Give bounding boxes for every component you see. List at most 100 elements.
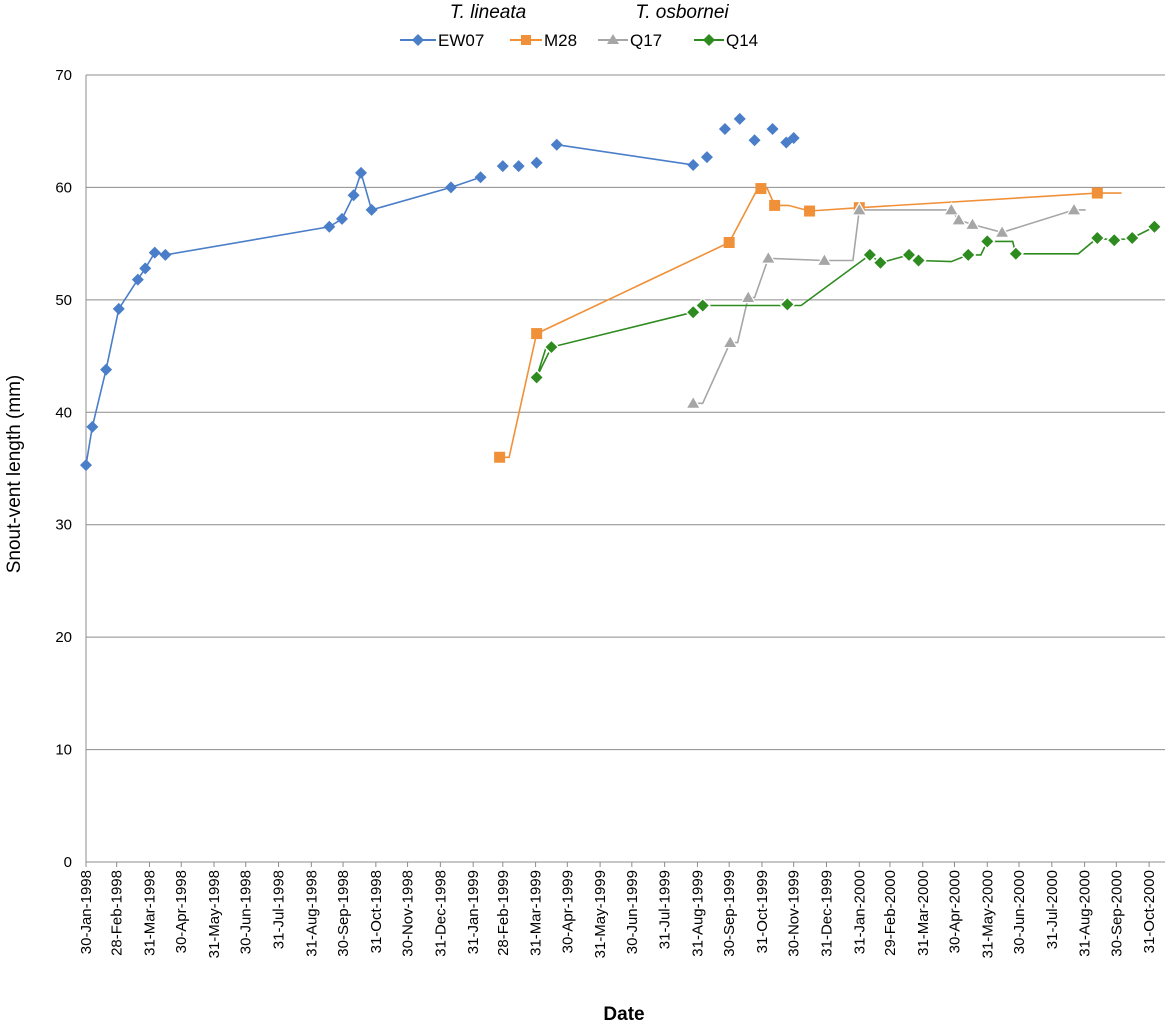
m28-data-point — [769, 199, 781, 211]
q17-data-point — [760, 250, 777, 264]
q14-data-point — [872, 254, 889, 271]
y-tick-label: 20 — [55, 629, 72, 646]
m28-data-point — [531, 328, 543, 340]
x-tick-label: 31-Oct-2000 — [1141, 870, 1158, 953]
legend-group-title: T. lineata — [450, 2, 526, 23]
y-tick-label: 0 — [64, 854, 72, 871]
x-tick-label: 31-Aug-1999 — [689, 870, 706, 957]
legend-group-title: T. osbornei — [635, 2, 729, 23]
y-tick-label: 60 — [55, 179, 72, 196]
m28-data-point — [723, 237, 735, 249]
ew07-data-point — [512, 160, 525, 173]
y-tick-label: 40 — [55, 404, 72, 421]
ew07-data-point — [323, 220, 336, 233]
x-tick-label: 31-Mar-1998 — [141, 870, 158, 956]
grid — [86, 74, 1165, 751]
legend: T. lineata T. osbornei EW07 M28 Q17 Q14 — [400, 2, 758, 50]
ew07-data-point — [355, 166, 368, 179]
q14-data-point — [910, 252, 927, 269]
ew07-data-point — [112, 302, 125, 315]
ew07-data-point — [748, 134, 761, 147]
q14-data-point — [1146, 218, 1163, 235]
x-tick-label: 30-Jun-2000 — [1011, 870, 1028, 954]
m28-data-point — [755, 183, 767, 195]
x-tick-label: 31-Jul-1998 — [271, 870, 288, 949]
q14-data-point — [1124, 229, 1141, 247]
ew07-data-point — [718, 122, 731, 135]
q14-data-point — [861, 246, 878, 263]
ew07-series-line — [556, 143, 694, 166]
x-tick-label: 31-May-1998 — [206, 870, 223, 958]
ew07-data-point — [687, 158, 700, 171]
y-tick-label: 30 — [55, 517, 72, 534]
x-tick-label: 29-Feb-2000 — [882, 870, 899, 956]
ew07-data-point — [444, 181, 457, 194]
plot-area — [80, 112, 1163, 472]
ew07-data-point — [131, 273, 144, 286]
x-tick-label: 30-Jan-1998 — [78, 870, 95, 954]
y-tick-label: 50 — [55, 292, 72, 309]
q14-data-point — [1089, 229, 1106, 247]
x-tick-label: 31-Mar-2000 — [915, 870, 932, 956]
ew07-data-point — [365, 203, 378, 216]
legend-marker — [607, 34, 619, 44]
ew07-data-point — [550, 138, 563, 151]
legend-marker — [521, 35, 531, 45]
y-tick-label: 10 — [55, 742, 72, 759]
q14-data-point — [543, 339, 560, 356]
ew07-data-point — [86, 420, 99, 433]
axes: 0 10 20 30 40 50 60 70 30-Jan-1998 28-Feb-1998 31-… — [55, 67, 1165, 958]
x-tick-label: 31-Dec-1999 — [818, 870, 835, 957]
ew07-data-point — [148, 246, 161, 259]
y-tick-label: 70 — [55, 67, 72, 84]
ew07-data-point — [335, 212, 348, 225]
ew07-data-point — [700, 151, 713, 164]
x-tick-label: 30-Jun-1998 — [238, 870, 255, 954]
q17-data-point — [943, 201, 960, 216]
m28-data-point — [804, 205, 816, 217]
x-tick-label: 30-Sep-2000 — [1108, 870, 1125, 957]
legend-marker — [703, 34, 715, 46]
q14-series-line — [535, 226, 1155, 378]
legend-label: Q17 — [630, 31, 662, 50]
ew07-data-point — [787, 131, 800, 144]
x-tick-label: 30-Sep-1999 — [721, 870, 738, 957]
q14-data-point — [685, 304, 702, 321]
ew07-data-point — [496, 160, 509, 173]
q14-data-point — [694, 297, 711, 314]
x-tick-label: 31-Jan-1999 — [465, 870, 482, 954]
ew07-data-point — [766, 122, 779, 135]
x-tick-label: 31-Jul-2000 — [1044, 870, 1061, 949]
q14-data-point — [1106, 232, 1123, 249]
q17-data-point — [1065, 201, 1083, 216]
q17-data-point — [994, 224, 1011, 238]
x-tick-label: 31-Oct-1999 — [754, 870, 771, 953]
ew07-data-point — [474, 171, 487, 184]
ew07-series-line — [85, 170, 481, 466]
q17-data-point — [722, 334, 739, 349]
x-tick-label: 31-Mar-1999 — [528, 870, 545, 956]
q14-data-point — [528, 369, 545, 386]
legend-label: M28 — [544, 31, 577, 50]
q14-data-point — [1007, 245, 1024, 262]
m28-series-line — [499, 187, 1122, 459]
x-tick-label: 31-May-1999 — [592, 870, 609, 958]
x-tick-label: 30-Sep-1998 — [335, 870, 352, 957]
x-tick-label: 31-May-2000 — [979, 870, 996, 958]
x-tick-label: 30-Apr-1998 — [173, 870, 190, 953]
x-tick-label: 31-Dec-1998 — [432, 870, 449, 957]
ew07-data-point — [159, 248, 172, 261]
x-tick-label: 30-Nov-1999 — [786, 870, 803, 957]
q14-data-point — [960, 246, 977, 263]
m28-data-point — [494, 451, 506, 463]
x-tick-label: 31-Aug-2000 — [1077, 870, 1094, 957]
q14-data-point — [779, 296, 796, 313]
x-axis-title: Date — [603, 1004, 644, 1025]
x-tick-label: 30-Apr-2000 — [946, 870, 963, 953]
q17-data-point — [950, 211, 967, 226]
ew07-data-point — [347, 189, 360, 202]
q17-data-point — [851, 201, 868, 216]
x-tick-label: 30-Jun-1999 — [624, 870, 641, 954]
m28-data-point — [1091, 187, 1103, 199]
